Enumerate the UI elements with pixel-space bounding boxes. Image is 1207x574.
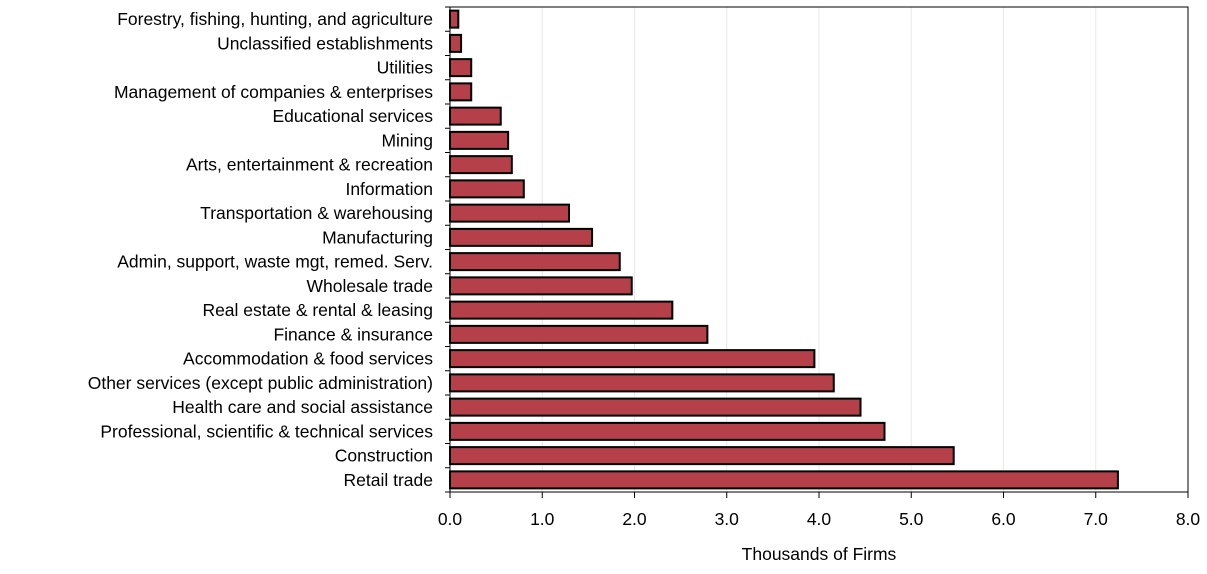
bar [449, 130, 510, 150]
category-label: Other services (except public administra… [88, 373, 433, 393]
category-label: Wholesale trade [307, 276, 433, 296]
bar [449, 373, 835, 393]
bars [449, 9, 1119, 490]
bar [449, 9, 460, 29]
category-label: Arts, entertainment & recreation [186, 155, 433, 175]
category-label: Manufacturing [322, 227, 433, 247]
category-label: Transportation & warehousing [200, 203, 433, 223]
bar [449, 106, 502, 126]
x-tick-label: 6.0 [991, 509, 1016, 529]
x-tick-label: 0.0 [438, 509, 463, 529]
x-tick-label: 8.0 [1176, 509, 1201, 529]
x-tick-label: 3.0 [715, 509, 740, 529]
category-label: Retail trade [344, 470, 434, 490]
bar [449, 324, 709, 344]
category-label: Utilities [377, 58, 434, 78]
bar [449, 227, 594, 247]
category-label: Finance & insurance [273, 324, 433, 344]
x-axis-title: Thousands of Firms [742, 544, 897, 564]
category-label: Unclassified establishments [217, 33, 433, 53]
category-label: Management of companies & enterprises [114, 82, 433, 102]
bar [449, 155, 513, 175]
bar [449, 33, 463, 53]
category-label: Mining [381, 130, 433, 150]
bar [449, 82, 473, 102]
category-label: Forestry, fishing, hunting, and agricult… [117, 9, 433, 29]
bar [449, 179, 525, 199]
x-tick-labels: 0.0 1.0 2.0 3.0 4.0 5.0 6.0 7.0 8.0 [438, 509, 1201, 529]
x-tick-label: 5.0 [899, 509, 924, 529]
x-tick-label: 4.0 [807, 509, 832, 529]
grid-lines [541, 7, 1097, 492]
category-label: Accommodation & food services [183, 349, 433, 369]
category-labels: Forestry, fishing, hunting, and agricult… [88, 9, 434, 490]
category-label: Health care and social assistance [172, 397, 433, 417]
bar [449, 252, 621, 272]
category-label: Professional, scientific & technical ser… [100, 421, 433, 441]
category-label: Admin, support, waste mgt, remed. Serv. [117, 252, 433, 272]
axes [445, 6, 1189, 498]
bar [449, 203, 571, 223]
bar [449, 349, 816, 369]
bar [449, 446, 955, 466]
x-tick-label: 2.0 [622, 509, 647, 529]
x-tick-label: 1.0 [530, 509, 555, 529]
bar [449, 470, 1119, 490]
category-label: Educational services [273, 106, 434, 126]
category-label: Real estate & rental & leasing [202, 300, 433, 320]
bar [449, 421, 886, 441]
bar [449, 300, 674, 320]
category-label: Construction [335, 446, 433, 466]
bar [449, 397, 862, 417]
x-tick-label: 7.0 [1084, 509, 1109, 529]
bar [449, 276, 633, 296]
category-label: Information [345, 179, 433, 199]
bar [449, 58, 473, 78]
